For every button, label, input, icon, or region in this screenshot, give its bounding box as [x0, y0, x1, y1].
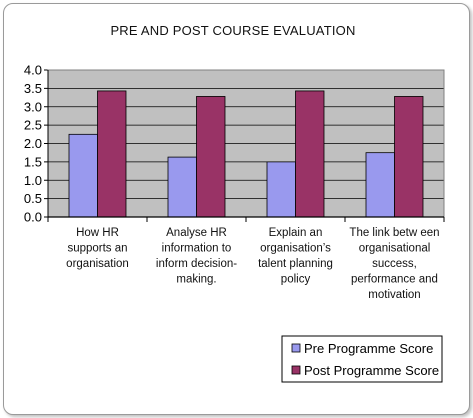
x-category-label: organisational: [359, 243, 431, 255]
x-category-label: inform decision-: [156, 258, 237, 270]
bars: [68, 90, 424, 218]
legend-swatch-post: [291, 365, 301, 375]
x-category-label: organisation’s: [260, 243, 331, 255]
legend-swatch-pre: [291, 343, 301, 353]
x-category-label: Explain an: [269, 227, 323, 239]
x-category-label: The link betw een: [349, 227, 439, 239]
bar-pre-programme: [167, 156, 197, 218]
legend-label-pre: Pre Programme Score: [304, 341, 433, 356]
bar-post-programme: [295, 90, 325, 218]
y-tick-label: 1.5: [24, 154, 42, 169]
x-category-label: performance and: [351, 274, 438, 286]
y-tick-label: 4.0: [24, 63, 42, 78]
bar-post-programme: [196, 96, 226, 218]
bar-pre-programme: [266, 161, 296, 218]
x-category-label: supports an: [67, 243, 127, 255]
x-category-label: making.: [176, 274, 216, 286]
x-category-label: talent planning: [258, 258, 333, 270]
chart-title: PRE AND POST COURSE EVALUATION: [110, 23, 355, 38]
y-tick-label: 2.5: [24, 118, 42, 133]
axes: [44, 69, 445, 222]
legend-label-post: Post Programme Score: [304, 363, 439, 378]
y-tick-label: 3.0: [24, 99, 42, 114]
legend: Pre Programme Score Post Programme Score: [281, 335, 443, 383]
x-category-label: success,: [372, 258, 417, 270]
y-tick-label: 0.0: [24, 210, 42, 225]
y-tick-label: 2.0: [24, 136, 42, 151]
x-category-label: motivation: [368, 289, 420, 301]
y-axis-tick-labels: 0.0 0.5 1.0 1.5 2.0 2.5 3.0 3.5 4.0: [24, 63, 42, 225]
x-category-label: organisation: [66, 258, 129, 270]
bar-post-programme: [97, 90, 127, 218]
y-tick-label: 0.5: [24, 191, 42, 206]
legend-box: [281, 335, 443, 383]
x-category-label: Analyse HR: [166, 227, 227, 239]
bar-post-programme: [394, 96, 424, 218]
x-category-label: information to: [162, 243, 232, 255]
y-tick-label: 3.5: [24, 81, 42, 96]
x-category-label: policy: [281, 274, 311, 286]
x-category-label: How HR: [76, 227, 119, 239]
x-axis-category-labels: How HR supports an organisation Analyse HR i…: [66, 227, 439, 301]
y-tick-label: 1.0: [24, 173, 42, 188]
bar-pre-programme: [365, 152, 395, 218]
bar-pre-programme: [68, 133, 98, 218]
